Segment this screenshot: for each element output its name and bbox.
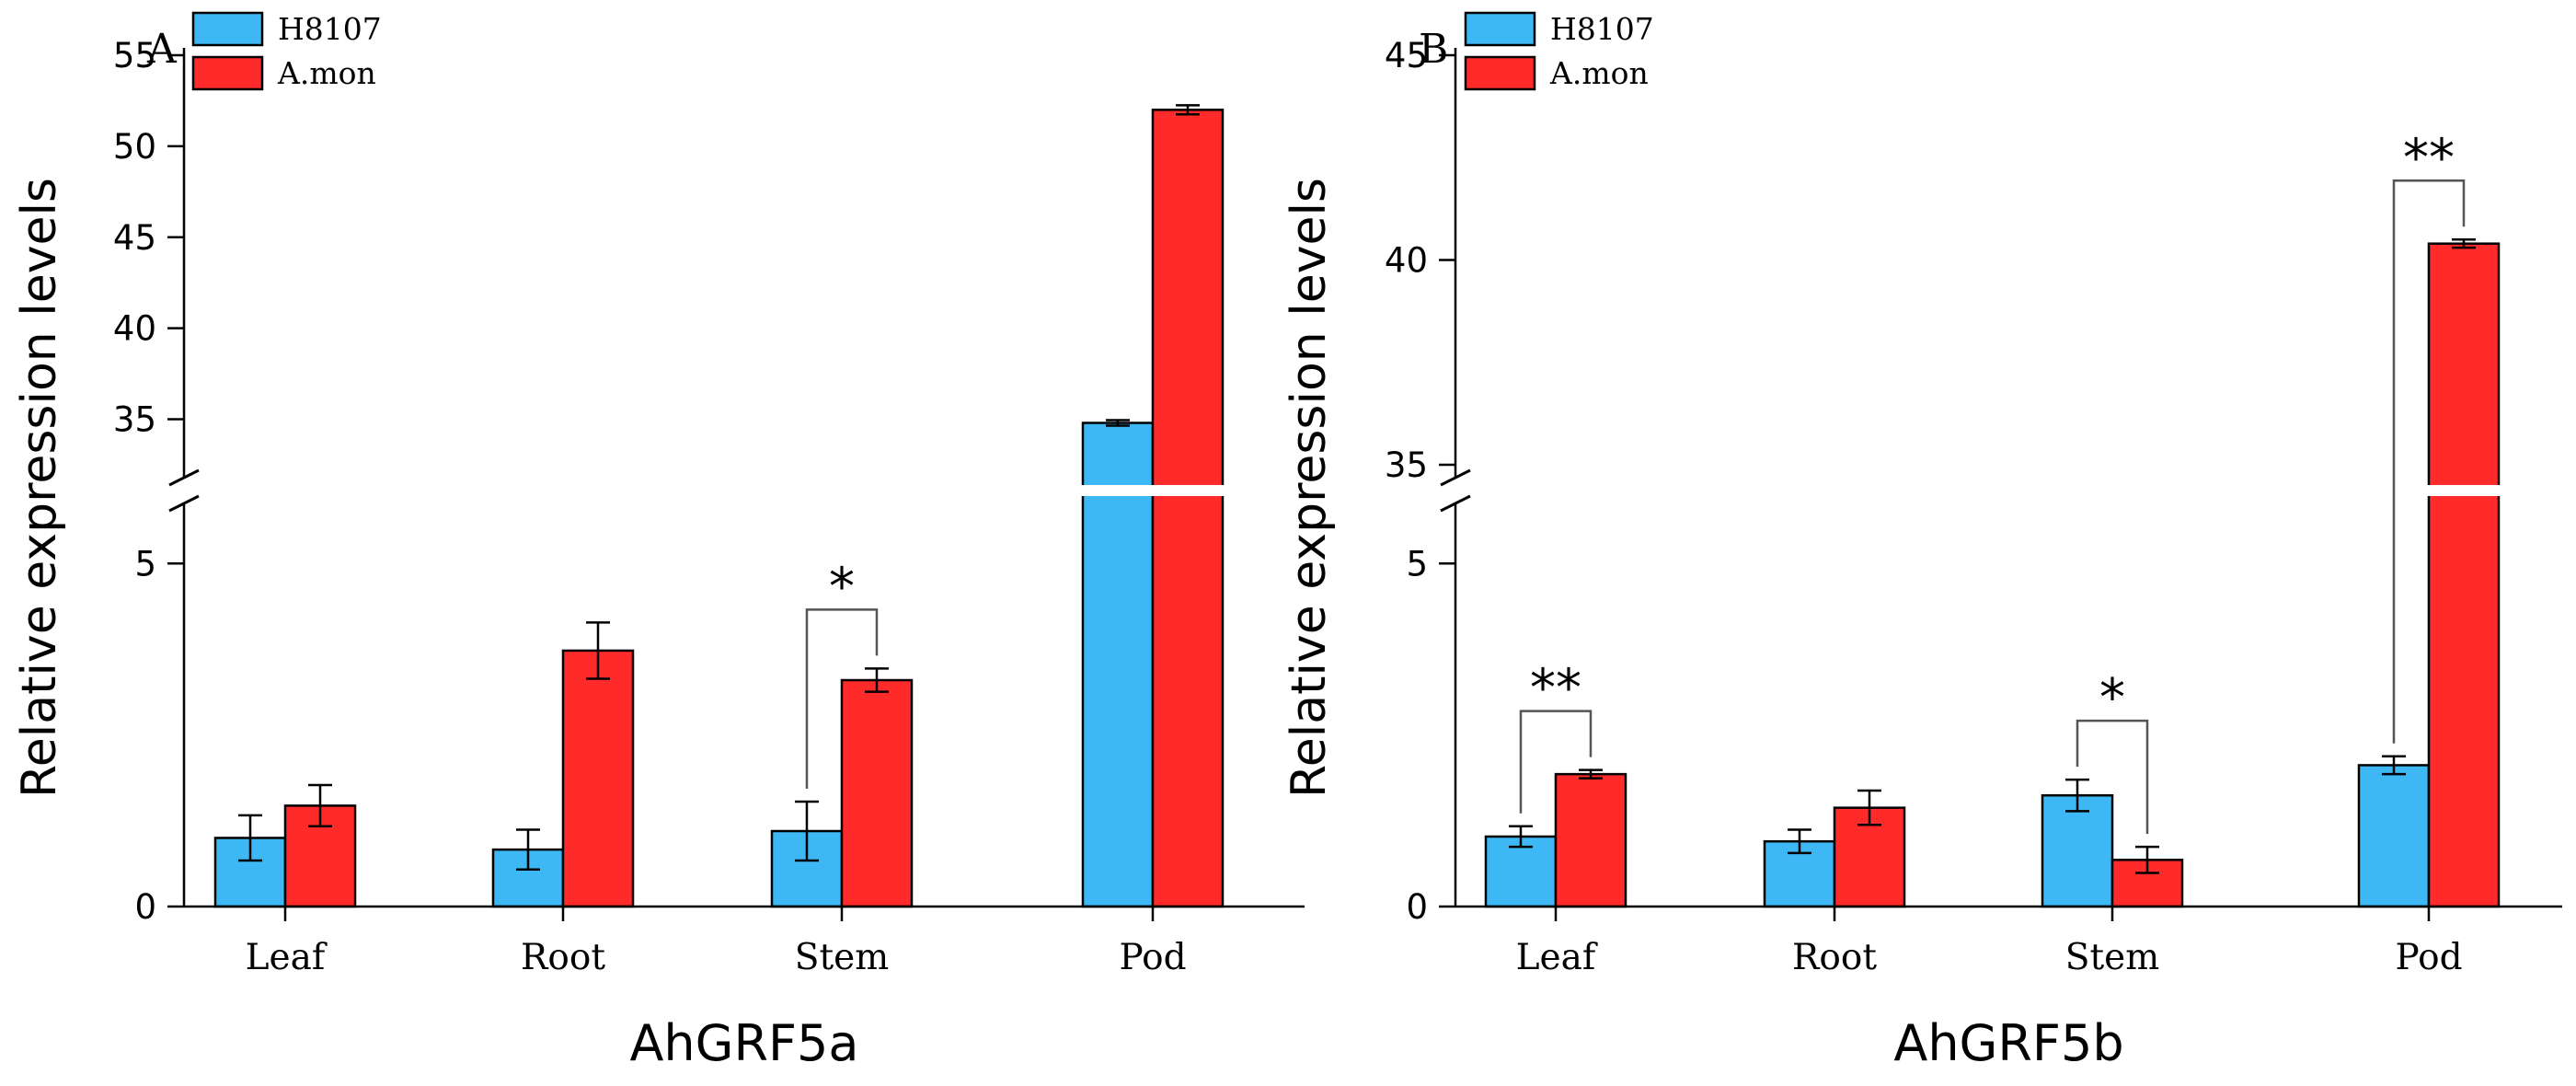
y-tick-label: 0 xyxy=(134,887,156,927)
x-tick-label-leaf: Leaf xyxy=(1516,937,1598,978)
y-tick-label: 5 xyxy=(134,544,156,583)
y-tick-label: 40 xyxy=(1385,241,1428,281)
y-tick-label: 5 xyxy=(1406,544,1428,583)
legend-swatch-amon xyxy=(191,55,264,91)
legend-swatch-h8107 xyxy=(191,11,264,47)
legend-label-amon: A.mon xyxy=(277,55,376,91)
x-axis-title: AhGRF5b xyxy=(1893,1014,2123,1072)
x-tick-label-stem: Stem xyxy=(795,937,889,978)
y-tick-label: 35 xyxy=(1385,445,1428,485)
axis-break-mark xyxy=(1440,494,1471,513)
bar-break-gap xyxy=(2427,485,2501,496)
bar-break-gap xyxy=(1081,485,1155,496)
legend-label-amon: A.mon xyxy=(1549,55,1649,91)
y-axis-title: Relative expression levels xyxy=(1282,178,1337,798)
x-axis-title: AhGRF5a xyxy=(629,1014,858,1072)
significance-label: ** xyxy=(2403,128,2455,188)
x-tick-label-leaf: Leaf xyxy=(246,937,328,978)
bar-amon-pod xyxy=(1151,109,1225,908)
y-tick-label: 35 xyxy=(113,400,156,440)
x-tick-label-root: Root xyxy=(1792,937,1877,978)
y-tick-label: 45 xyxy=(1385,36,1428,75)
bar-amon-pod xyxy=(2427,242,2501,908)
bar-amon-root xyxy=(561,649,635,908)
significance-bracket xyxy=(2076,719,2149,835)
significance-label: ** xyxy=(1530,659,1581,719)
y-tick-label: 45 xyxy=(113,218,156,258)
y-tick-label: 50 xyxy=(113,127,156,167)
y-axis-title: Relative expression levels xyxy=(12,178,67,798)
significance-bracket xyxy=(1519,710,1593,814)
y-tick-label: 55 xyxy=(113,36,156,75)
legend-label-h8107: H8107 xyxy=(1550,11,1654,47)
y-tick-label: 0 xyxy=(1406,887,1428,927)
axis-break-mark xyxy=(1440,468,1471,487)
panel-label: B xyxy=(1419,26,1448,73)
axis-break-mark xyxy=(168,494,200,513)
significance-label: * xyxy=(829,557,855,617)
legend-label-h8107: H8107 xyxy=(278,11,382,47)
panel-label: A xyxy=(146,26,178,73)
bar-amon-leaf xyxy=(1554,772,1627,908)
significance-bracket xyxy=(805,608,879,789)
x-tick-label-stem: Stem xyxy=(2065,937,2159,978)
legend-swatch-h8107 xyxy=(1464,11,1536,47)
significance-bracket xyxy=(2392,179,2466,744)
panel-B: 0 5 35 40 45 Leaf Root Stem Pod AhGRF5b Relative e… xyxy=(1282,11,2562,1072)
bar-amon-stem xyxy=(840,678,914,908)
bar-h8107-pod xyxy=(2357,764,2431,908)
bar-h8107-leaf xyxy=(1484,835,1558,908)
axis-break-mark xyxy=(168,468,200,487)
x-tick-label-pod: Pod xyxy=(2395,937,2462,978)
panel-A: 0 5 35 40 45 50 55 Leaf Root Stem Pod AhGRF5a Relati… xyxy=(12,11,1305,1072)
legend-swatch-amon xyxy=(1464,55,1536,91)
y-tick-label: 40 xyxy=(113,309,156,349)
significance-label: * xyxy=(2099,668,2125,728)
x-tick-label-root: Root xyxy=(521,937,605,978)
x-tick-label-pod: Pod xyxy=(1119,937,1186,978)
bar-break-gap xyxy=(1151,485,1225,496)
